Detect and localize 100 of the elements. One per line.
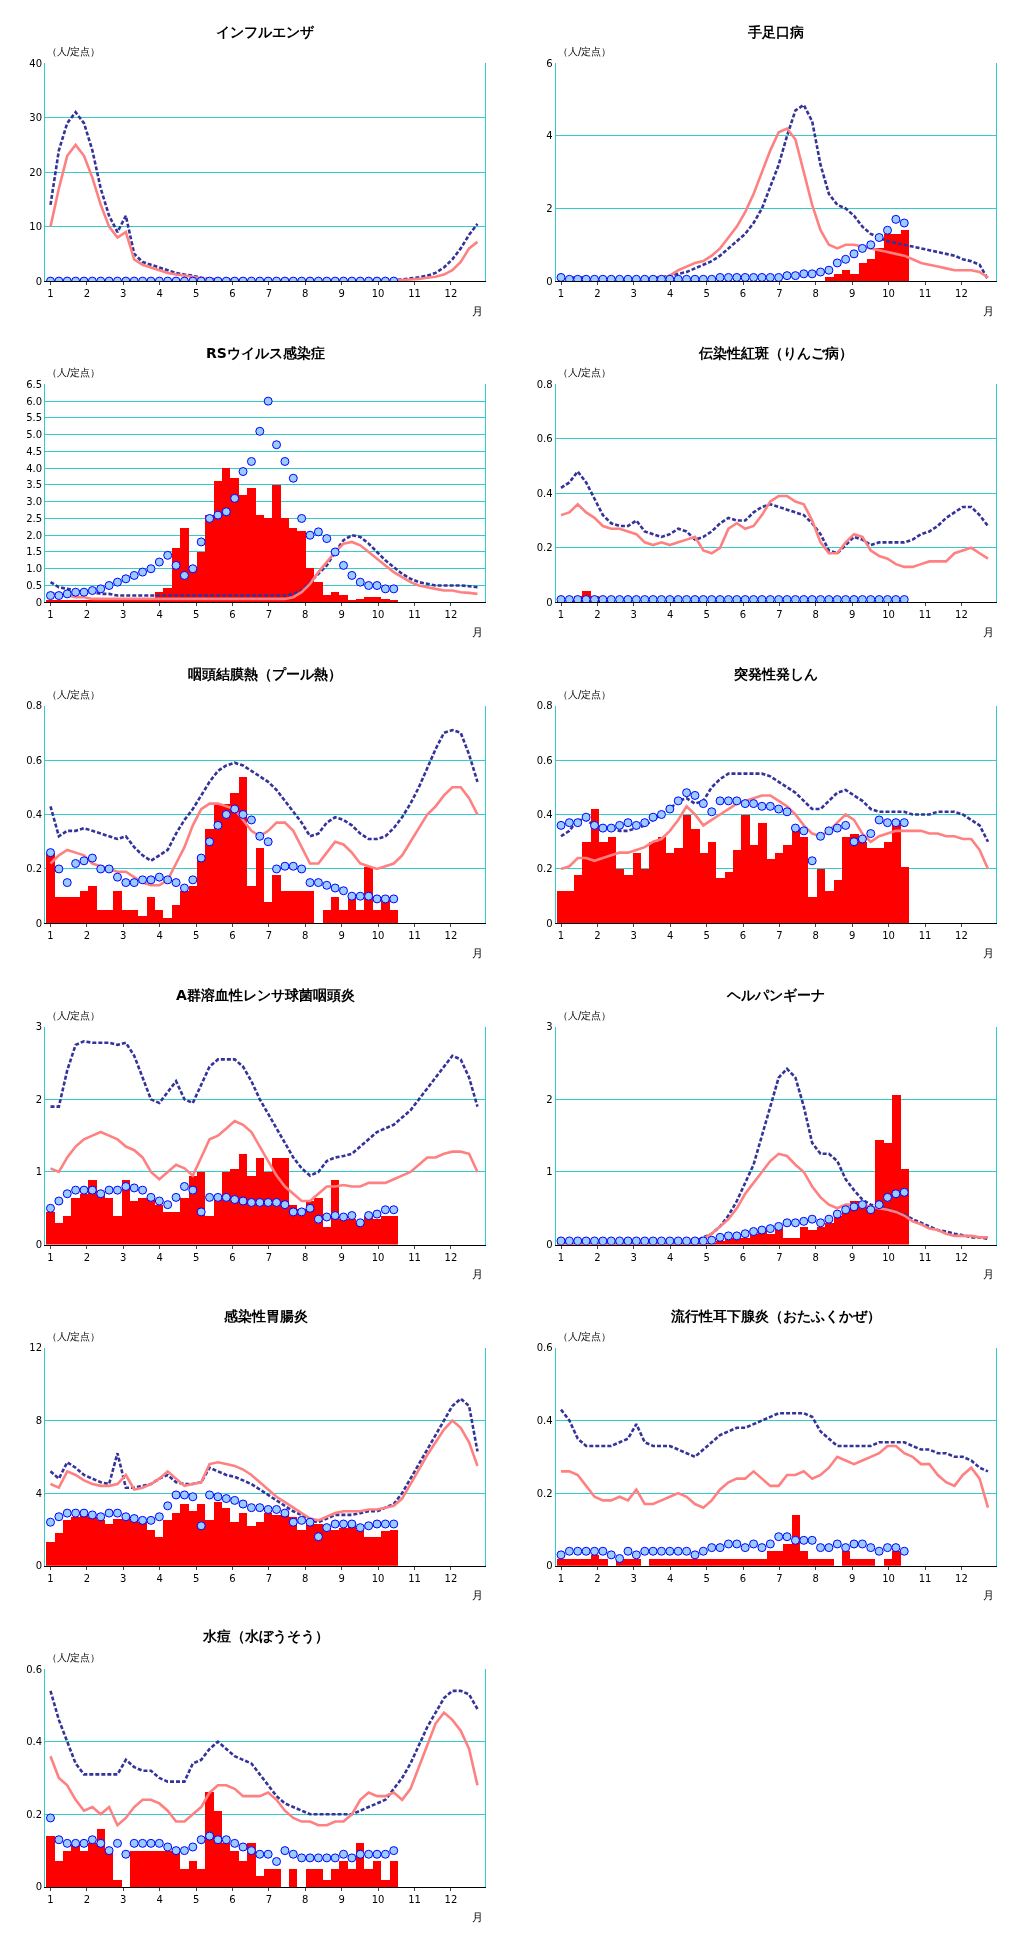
x-tick-label: 5 [192,1893,200,1905]
chart-title: 流行性耳下腺炎（おたふくかぜ） [670,1308,881,1324]
y-tick-label: 1 [546,1166,553,1178]
y-tick-label: 4 [546,130,553,142]
x-tick-label: 1 [557,288,565,300]
x-tick-label: 7 [776,1572,783,1584]
chart-title: 手足口病 [747,24,804,40]
x-tick-label: 6 [739,930,747,942]
y-tick-label: 40 [29,57,43,69]
x-tick-label: 8 [302,1251,309,1263]
x-tick-label: 12 [444,930,458,942]
x-tick-label: 11 [408,1572,421,1584]
chart-title: A群溶血性レンサ球菌咽頭炎 [176,987,355,1003]
y-tick-label: 2 [546,202,553,214]
x-tick-label: 4 [156,1572,163,1584]
y-tick-label: 3.5 [26,479,43,491]
y-axis-title: （人/定点） [47,1331,101,1342]
x-axis-title: 月 [983,947,994,960]
x-tick-label: 2 [594,1572,601,1584]
x-tick-label: 4 [667,930,674,942]
y-tick-label: 0.6 [26,754,43,766]
x-tick-label: 9 [849,930,856,942]
x-tick-label: 7 [776,1251,783,1263]
x-tick-label: 1 [47,1572,54,1584]
x-tick-label: 3 [120,609,127,621]
x-tick-label: 5 [192,930,200,942]
x-tick-label: 3 [120,1251,127,1263]
y-tick-label: 2 [546,1093,553,1105]
y-axis-title: （人/定点） [558,1331,612,1342]
y-axis-title: （人/定点） [558,689,612,700]
x-tick-label: 11 [408,609,421,621]
x-tick-label: 12 [955,1251,968,1263]
y-tick-label: 2 [35,1093,43,1105]
y-tick-label: 4.0 [26,462,43,474]
y-tick-label: 12 [29,1342,43,1354]
x-tick-label: 2 [83,288,91,300]
x-tick-label: 2 [83,609,91,621]
x-tick-label: 8 [812,930,819,942]
y-tick-label: 0 [546,1560,553,1572]
y-tick-label: 1.0 [26,563,43,575]
x-tick-label: 11 [408,930,421,942]
chart-title: 感染性胃腸炎 [223,1308,308,1324]
x-tick-label: 4 [156,1251,163,1263]
x-tick-label: 1 [47,930,54,942]
y-axis-title: （人/定点） [558,46,612,57]
x-tick-label: 9 [338,609,345,621]
x-tick-label: 4 [156,288,163,300]
x-tick-label: 10 [371,1572,385,1584]
y-tick-label: 0 [546,275,553,287]
y-tick-label: 0 [546,917,553,929]
x-tick-label: 7 [265,930,273,942]
x-tick-label: 12 [444,1893,458,1905]
x-axis-title: 月 [983,626,994,639]
x-tick-label: 9 [849,609,856,621]
x-tick-label: 6 [229,1572,236,1584]
y-tick-label: 10 [29,221,43,233]
x-tick-label: 9 [338,1893,345,1905]
x-tick-label: 9 [849,1251,856,1263]
x-tick-label: 6 [739,609,747,621]
x-tick-label: 7 [265,609,273,621]
x-tick-label: 5 [192,1572,200,1584]
x-tick-label: 10 [371,1893,385,1905]
y-tick-label: 3 [546,1021,553,1033]
x-tick-label: 5 [703,1251,710,1263]
y-tick-label: 0.4 [536,808,553,820]
y-tick-label: 0.4 [26,1736,43,1748]
y-tick-label: 3.0 [26,496,43,508]
chart-title: 突発性発しん [733,666,818,682]
x-tick-label: 5 [703,609,710,621]
y-tick-label: 0.2 [26,863,43,875]
x-tick-label: 8 [812,1251,819,1263]
y-tick-label: 2.5 [26,512,43,524]
y-tick-label: 0.8 [536,700,553,712]
x-tick-label: 12 [444,609,458,621]
x-tick-label: 4 [667,288,674,300]
y-tick-label: 6.5 [26,378,43,390]
x-tick-label: 3 [120,288,127,300]
x-axis-title: 月 [472,1911,483,1924]
chart-title: 水痘（水ぼうそう） [202,1628,329,1645]
x-tick-label: 10 [371,288,385,300]
x-tick-label: 10 [371,1251,385,1263]
x-tick-label: 7 [776,930,783,942]
x-axis-title: 月 [472,1268,483,1281]
y-tick-label: 0.2 [536,863,553,875]
y-tick-label: 0.6 [536,1342,553,1354]
x-tick-label: 9 [338,1251,345,1263]
x-tick-label: 3 [630,1572,637,1584]
y-tick-label: 5.0 [26,429,43,441]
x-tick-label: 5 [192,609,200,621]
x-tick-label: 9 [849,288,856,300]
x-tick-label: 12 [955,1572,968,1584]
y-axis-title: （人/定点） [47,1010,101,1021]
x-tick-label: 10 [882,288,895,300]
x-axis-title: 月 [983,1589,994,1602]
x-tick-label: 6 [229,288,236,300]
x-tick-label: 7 [265,1572,273,1584]
chart-title: 咽頭結膜熱（プール熱） [188,666,342,682]
x-tick-label: 12 [444,1572,458,1584]
y-tick-label: 0.6 [26,1663,43,1675]
y-tick-label: 1.5 [26,546,43,558]
